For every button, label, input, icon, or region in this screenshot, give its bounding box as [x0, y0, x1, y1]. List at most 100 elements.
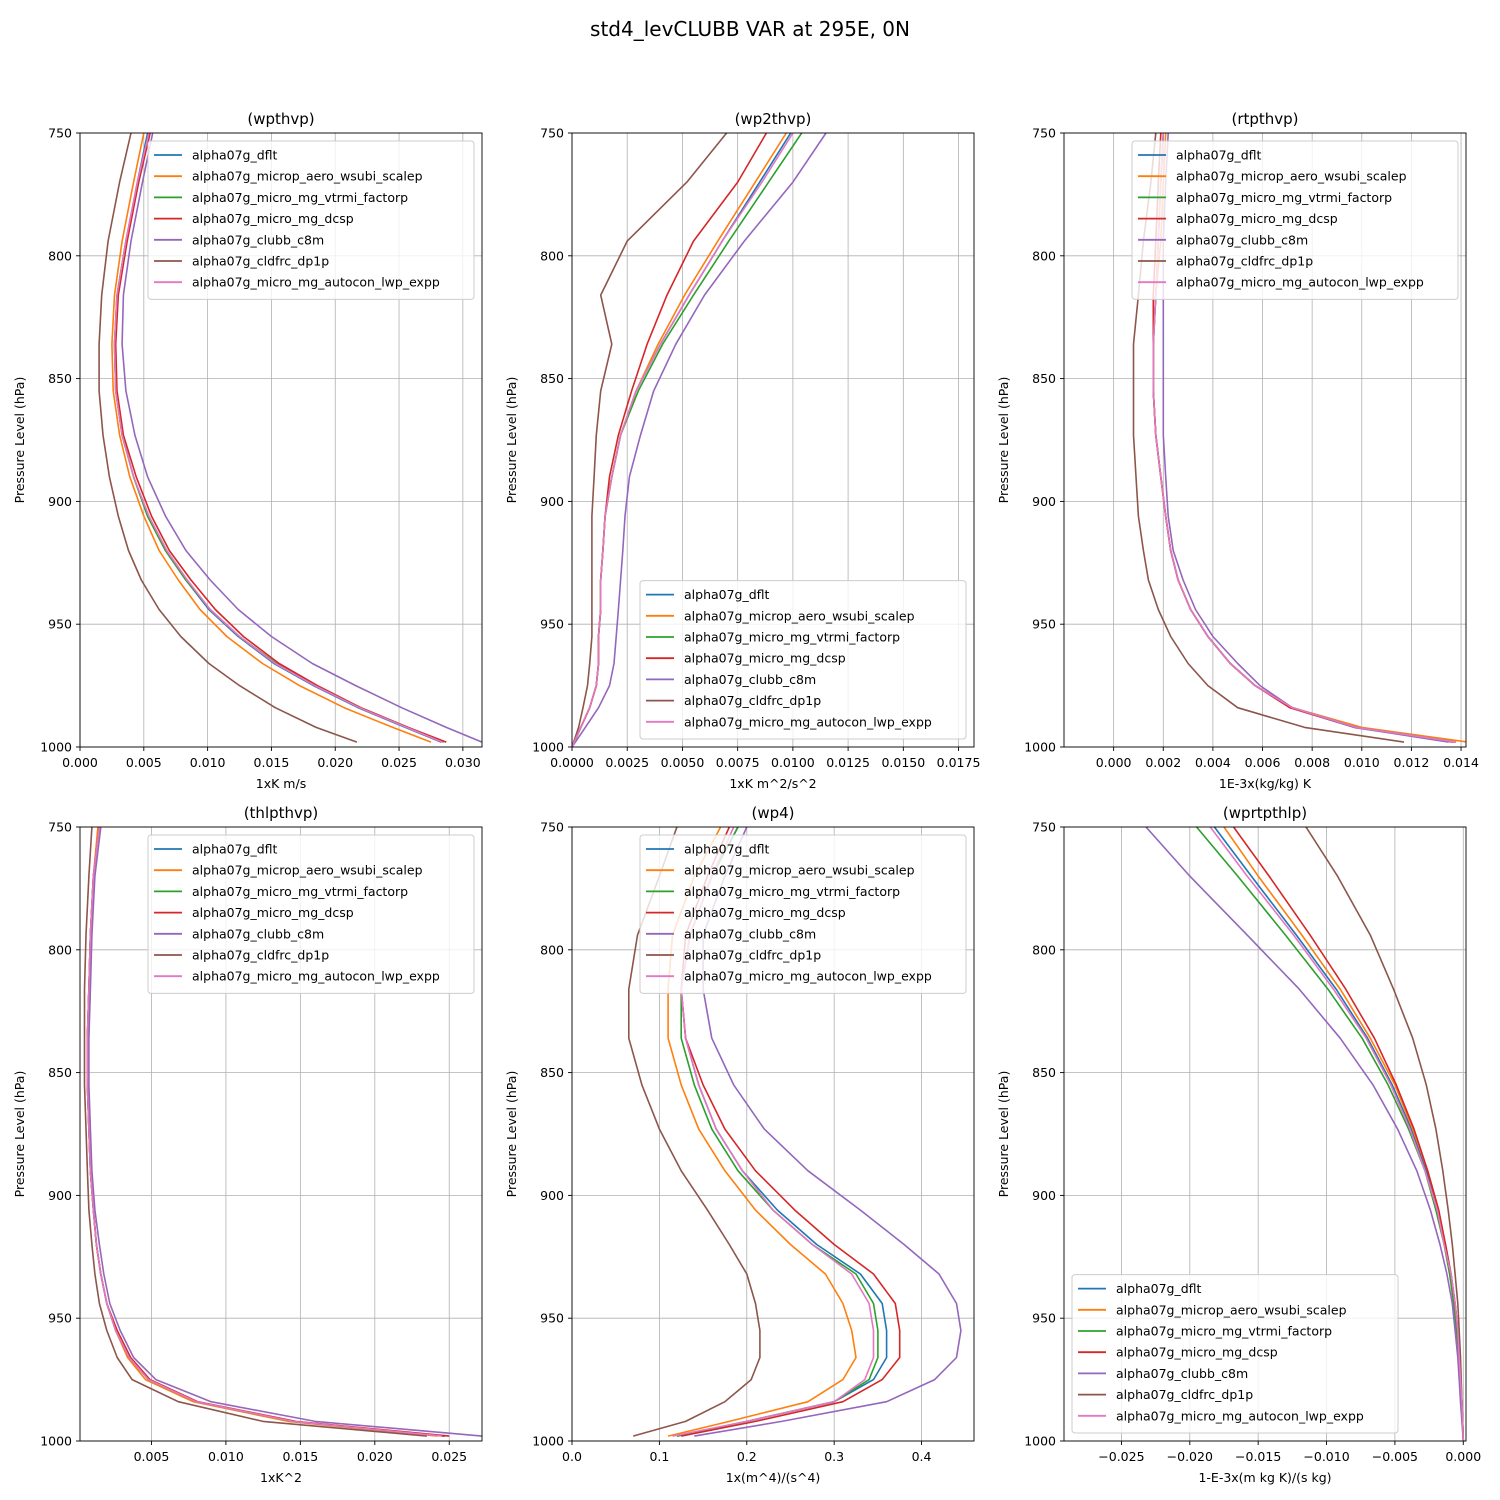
legend-entry: alpha07g_clubb_c8m: [1116, 1366, 1248, 1381]
y-axis-label: Pressure Level (hPa): [504, 1071, 519, 1198]
legend-entry: alpha07g_cldfrc_dp1p: [1176, 254, 1313, 269]
x-tick-label: 0.020: [317, 755, 353, 770]
series-group: [98, 133, 482, 743]
y-tick-label: 950: [540, 617, 564, 632]
y-tick-label: 800: [48, 942, 72, 957]
x-tick-label: 0.030: [445, 755, 481, 770]
y-tick-label: 900: [48, 1188, 72, 1203]
legend-entry: alpha07g_microp_aero_wsubi_scalep: [192, 863, 423, 878]
y-tick-label: 900: [540, 494, 564, 509]
legend-entry: alpha07g_micro_mg_autocon_lwp_expp: [684, 969, 932, 984]
axes-frame: [79, 132, 483, 748]
y-tick-label: 950: [540, 1311, 564, 1326]
y-tick-label: 950: [1032, 1311, 1056, 1326]
series-line-alpha07g_microp_aero_wsubi_scalep: [111, 133, 432, 743]
panel-6: −0.025 −0.020 −0.015 −0.010 −0.005 0.000 750 80…: [996, 804, 1481, 1485]
series-line-alpha07g_cldfrc_dp1p: [98, 133, 358, 743]
x-tick-label: 0.012: [1394, 755, 1430, 770]
x-tick-label: 0.010: [208, 1449, 244, 1464]
legend-entry: alpha07g_microp_aero_wsubi_scalep: [684, 608, 915, 623]
x-axis-label: 1x(m^4)/(s^4): [726, 1470, 821, 1485]
y-axis: 750 800 850 900 950 1000: [1024, 126, 1064, 755]
legend-entry: alpha07g_microp_aero_wsubi_scalep: [1176, 169, 1407, 184]
panel-3: 0.000 0.002 0.004 0.006 0.008 0.010 0.012 0.014…: [996, 110, 1479, 791]
x-tick-label: 0.000: [1445, 1449, 1481, 1464]
legend-entry: alpha07g_micro_mg_dcsp: [684, 905, 846, 920]
legend-entry: alpha07g_micro_mg_vtrmi_factorp: [192, 884, 408, 899]
y-tick-label: 750: [48, 126, 72, 141]
legend-entry: alpha07g_micro_mg_vtrmi_factorp: [1176, 190, 1392, 205]
series-line-alpha07g_cldfrc_dp1p: [83, 827, 427, 1437]
legend-entry: alpha07g_cldfrc_dp1p: [684, 948, 821, 963]
x-tick-label: 0.000: [1096, 755, 1132, 770]
figure-title: std4_levCLUBB VAR at 295E, 0N: [590, 17, 910, 41]
x-tick-label: 0.4: [912, 1449, 932, 1464]
y-tick-label: 1000: [532, 740, 564, 755]
x-tick-label: 0.3: [824, 1449, 844, 1464]
legend-entry: alpha07g_micro_mg_dcsp: [192, 905, 354, 920]
legend-frame: [639, 834, 967, 994]
x-axis-label: 1xK^2: [260, 1470, 302, 1485]
legend-frame: [147, 140, 475, 300]
legend-entry: alpha07g_micro_mg_dcsp: [1176, 211, 1338, 226]
x-tick-label: 0.000: [62, 755, 98, 770]
x-tick-label: 0.005: [134, 1449, 170, 1464]
legend-entry: alpha07g_dflt: [192, 148, 278, 163]
x-tick-label: 0.0000: [550, 755, 594, 770]
y-axis: 750 800 850 900 950 1000: [532, 126, 572, 755]
legend-entry: alpha07g_microp_aero_wsubi_scalep: [684, 863, 915, 878]
legend-entry: alpha07g_cldfrc_dp1p: [1116, 1387, 1253, 1402]
x-tick-label: 0.0150: [881, 755, 925, 770]
y-tick-label: 750: [48, 820, 72, 835]
legend-entry: alpha07g_micro_mg_autocon_lwp_expp: [1116, 1408, 1364, 1423]
legend-entry: alpha07g_cldfrc_dp1p: [192, 254, 329, 269]
panel-5: 0.0 0.1 0.2 0.3 0.4 750 800 850 900 950 1000 (wp4) 1…: [504, 804, 975, 1485]
y-tick-label: 900: [48, 494, 72, 509]
x-tick-label: 0.020: [357, 1449, 393, 1464]
x-tick-label: 0.005: [126, 755, 162, 770]
legend: alpha07g_dflt alpha07g_microp_aero_wsubi_…: [639, 580, 967, 740]
legend-entry: alpha07g_dflt: [192, 842, 278, 857]
y-axis-label: Pressure Level (hPa): [504, 377, 519, 504]
y-tick-label: 800: [540, 248, 564, 263]
legend-entry: alpha07g_dflt: [684, 842, 770, 857]
series-line-alpha07g_micro_mg_dcsp: [114, 133, 447, 743]
y-tick-label: 850: [540, 371, 564, 386]
legend-entry: alpha07g_clubb_c8m: [192, 926, 324, 941]
legend-entry: alpha07g_cldfrc_dp1p: [684, 693, 821, 708]
panel-title: (wpthvp): [247, 110, 314, 128]
series-group: [83, 827, 482, 1437]
y-tick-label: 850: [48, 1065, 72, 1080]
panel-title: (thlpthvp): [244, 804, 319, 822]
legend-frame: [1131, 140, 1459, 300]
legend: alpha07g_dflt alpha07g_microp_aero_wsubi_…: [1071, 1274, 1399, 1434]
legend-entry: alpha07g_micro_mg_dcsp: [1116, 1345, 1278, 1360]
legend-entry: alpha07g_dflt: [1176, 148, 1262, 163]
x-tick-label: 0.025: [431, 1449, 467, 1464]
series-line-alpha07g_clubb_c8m: [1145, 827, 1465, 1441]
panel-title: (rtpthvp): [1231, 110, 1298, 128]
y-tick-label: 950: [1032, 617, 1056, 632]
legend-entry: alpha07g_microp_aero_wsubi_scalep: [1116, 1302, 1347, 1317]
x-axis-label: 1xK m/s: [256, 776, 306, 791]
y-axis-label: Pressure Level (hPa): [996, 377, 1011, 504]
legend-entry: alpha07g_micro_mg_autocon_lwp_expp: [192, 275, 440, 290]
axes-frame: [1063, 826, 1467, 1442]
legend-frame: [147, 834, 475, 994]
series-group: [572, 133, 827, 747]
y-tick-label: 850: [48, 371, 72, 386]
x-tick-label: −0.015: [1235, 1449, 1281, 1464]
panel-1: 0.000 0.005 0.010 0.015 0.020 0.025 0.030 750 80…: [12, 110, 483, 791]
series-group: [1145, 827, 1465, 1441]
x-tick-label: 0.1: [649, 1449, 669, 1464]
panel-title: (wprtpthlp): [1223, 804, 1307, 822]
x-tick-label: 0.0125: [826, 755, 870, 770]
legend-frame: [639, 580, 967, 740]
y-tick-label: 750: [540, 820, 564, 835]
x-tick-label: 0.006: [1245, 755, 1281, 770]
y-tick-label: 750: [1032, 820, 1056, 835]
x-tick-label: −0.020: [1167, 1449, 1213, 1464]
axes-frame: [571, 826, 975, 1442]
y-tick-label: 1000: [40, 1434, 72, 1449]
x-tick-label: 0.0025: [605, 755, 649, 770]
